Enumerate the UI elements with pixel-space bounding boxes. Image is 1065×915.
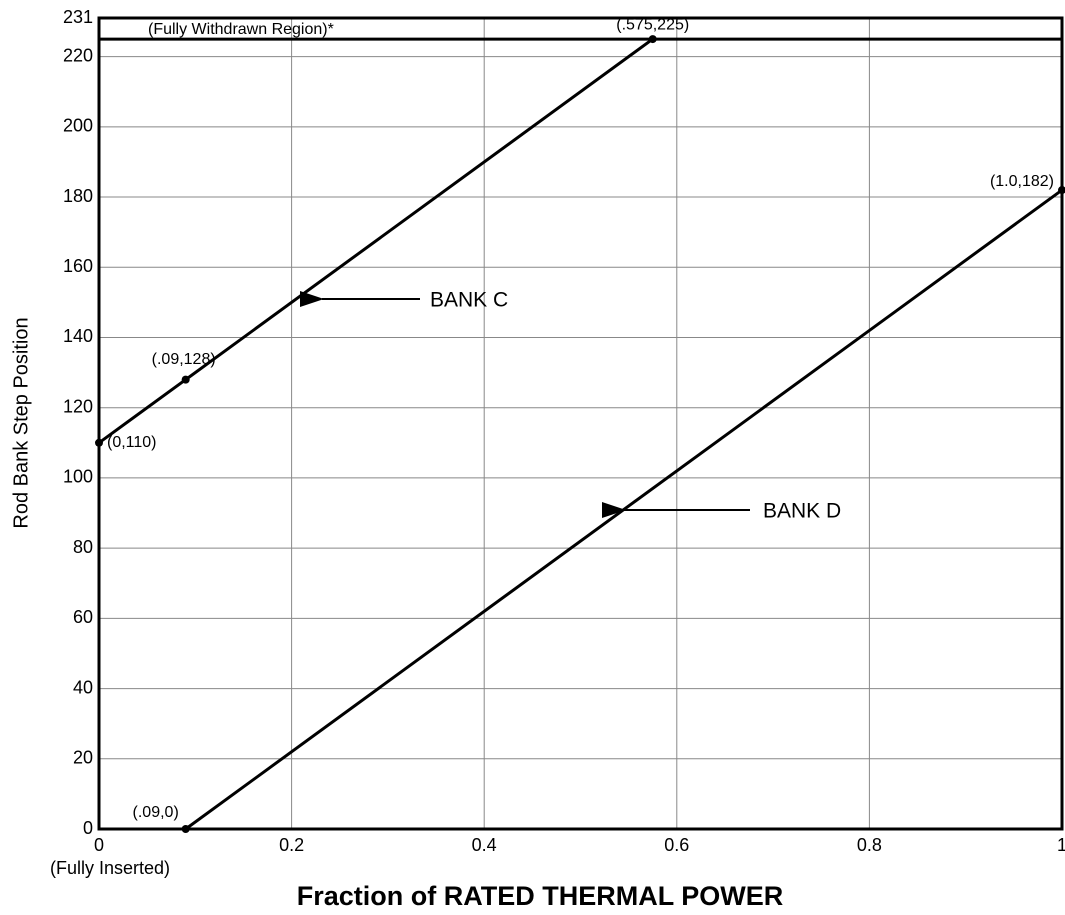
y-tick-label: 180 [63, 186, 93, 206]
y-tick-label: 160 [63, 256, 93, 276]
point-label: (.09,0) [133, 804, 179, 821]
withdrawn-label: (Fully Withdrawn Region)* [148, 21, 334, 38]
data-point [1058, 186, 1065, 195]
x-tick-label: 0 [94, 835, 104, 855]
point-label: (.575,225) [616, 16, 689, 33]
point-label: (.09,128) [152, 351, 216, 368]
y-tick-label: 140 [63, 326, 93, 346]
plot-border [97, 16, 1064, 831]
series-line [98, 37, 654, 445]
y-tick-label: 0 [83, 818, 93, 838]
data-point [181, 375, 190, 384]
point-label: (0,110) [107, 434, 157, 451]
y-tick-label: 231 [63, 7, 93, 27]
x-axis-label: Fraction of RATED THERMAL POWER [297, 881, 784, 911]
y-tick-label: 80 [73, 537, 93, 557]
x-tick-label: 1 [1057, 835, 1065, 855]
y-tick-label: 120 [63, 396, 93, 416]
y-tick-label: 200 [63, 116, 93, 136]
y-tick-label: 20 [73, 748, 93, 768]
y-tick-label: 220 [63, 45, 93, 65]
x-tick-label: 0.6 [664, 835, 689, 855]
series-line [184, 188, 1063, 831]
legend-label: BANK D [763, 500, 841, 523]
data-point [181, 825, 190, 833]
legend-label: BANK C [430, 289, 508, 312]
data-point [648, 35, 657, 44]
y-tick-label: 100 [63, 467, 93, 487]
x-tick-label: 0.8 [857, 835, 882, 855]
data-point [95, 438, 103, 447]
x-tick-label: 0.2 [279, 835, 304, 855]
x-note: (Fully Inserted) [50, 858, 170, 878]
y-tick-label: 60 [73, 607, 93, 627]
y-axis-label: Rod Bank Step Position [10, 317, 32, 528]
point-label: (1.0,182) [990, 173, 1054, 190]
y-tick-label: 40 [73, 677, 93, 697]
x-tick-label: 0.4 [472, 835, 497, 855]
